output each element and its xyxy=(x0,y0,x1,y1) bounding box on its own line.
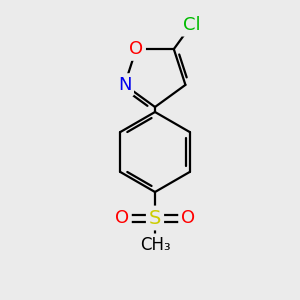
Text: O: O xyxy=(129,40,143,58)
Text: N: N xyxy=(118,76,131,94)
Text: O: O xyxy=(115,209,129,227)
Text: O: O xyxy=(181,209,195,227)
Text: Cl: Cl xyxy=(183,16,200,34)
Text: S: S xyxy=(149,208,161,227)
Text: CH₃: CH₃ xyxy=(140,236,170,254)
